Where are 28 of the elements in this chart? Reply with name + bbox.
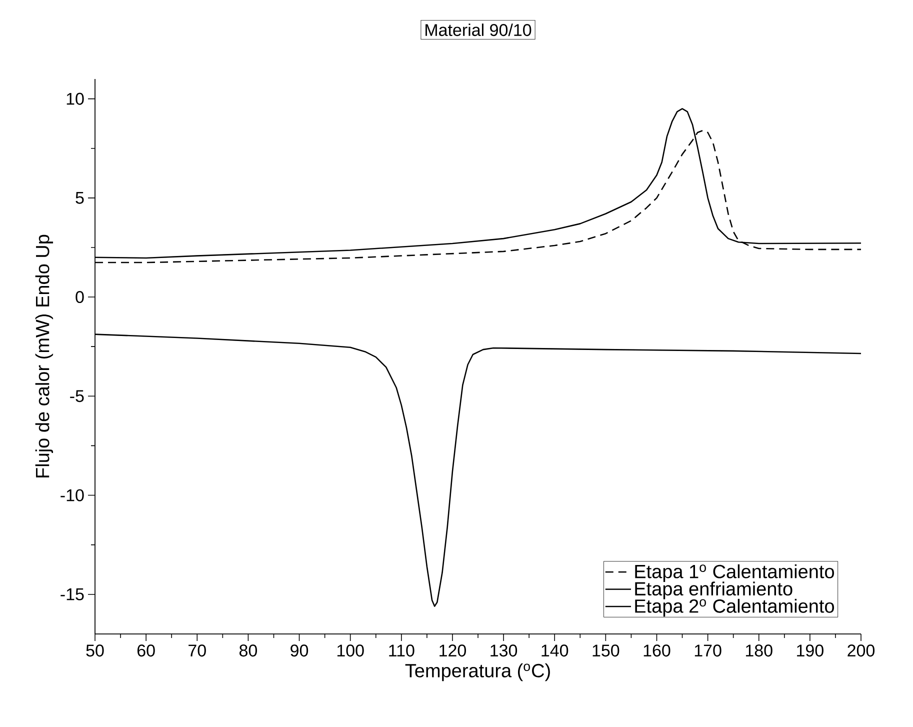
x-tick-label: 60: [137, 644, 155, 657]
x-tick-label: 110: [389, 644, 414, 657]
y-tick-label: -5: [70, 390, 84, 402]
legend-label: Etapa 1$^{o}$ Calentamiento: [635, 564, 834, 582]
x-tick-label: 200: [848, 644, 875, 657]
y-tick-label: -15: [60, 588, 84, 600]
y-tick-label: -10: [60, 489, 84, 502]
x-tick-label: 180: [746, 644, 772, 657]
x-tick-label: 120: [440, 644, 466, 657]
x-tick-label: 90: [290, 644, 308, 657]
x-tick-label: 190: [797, 644, 824, 657]
legend-label: Etapa enfriamiento: [635, 582, 792, 600]
y-tick-label: 5: [76, 192, 84, 204]
legend-label: Etapa 2$^{o}$ Calentamiento: [635, 598, 834, 617]
chart-title: Material 90/10: [426, 24, 532, 36]
x-tick-label: 70: [188, 644, 206, 657]
x-tick-label: 130: [490, 644, 518, 657]
x-tick-label: 140: [542, 644, 568, 657]
y-tick-label: 10: [66, 92, 84, 105]
x-tick-label: 170: [694, 644, 722, 657]
x-axis-title: Temperatura ($^{o}$C): [405, 663, 550, 682]
x-tick-label: 150: [592, 644, 620, 657]
y-axis-title: Flujo de calor (mW) Endo Up: [35, 234, 54, 478]
x-tick-label: 50: [86, 644, 104, 657]
x-tick-label: 160: [644, 644, 670, 657]
y-tick-label: 0: [76, 291, 84, 304]
x-tick-label: 100: [337, 644, 364, 657]
x-tick-label: 80: [239, 644, 257, 657]
